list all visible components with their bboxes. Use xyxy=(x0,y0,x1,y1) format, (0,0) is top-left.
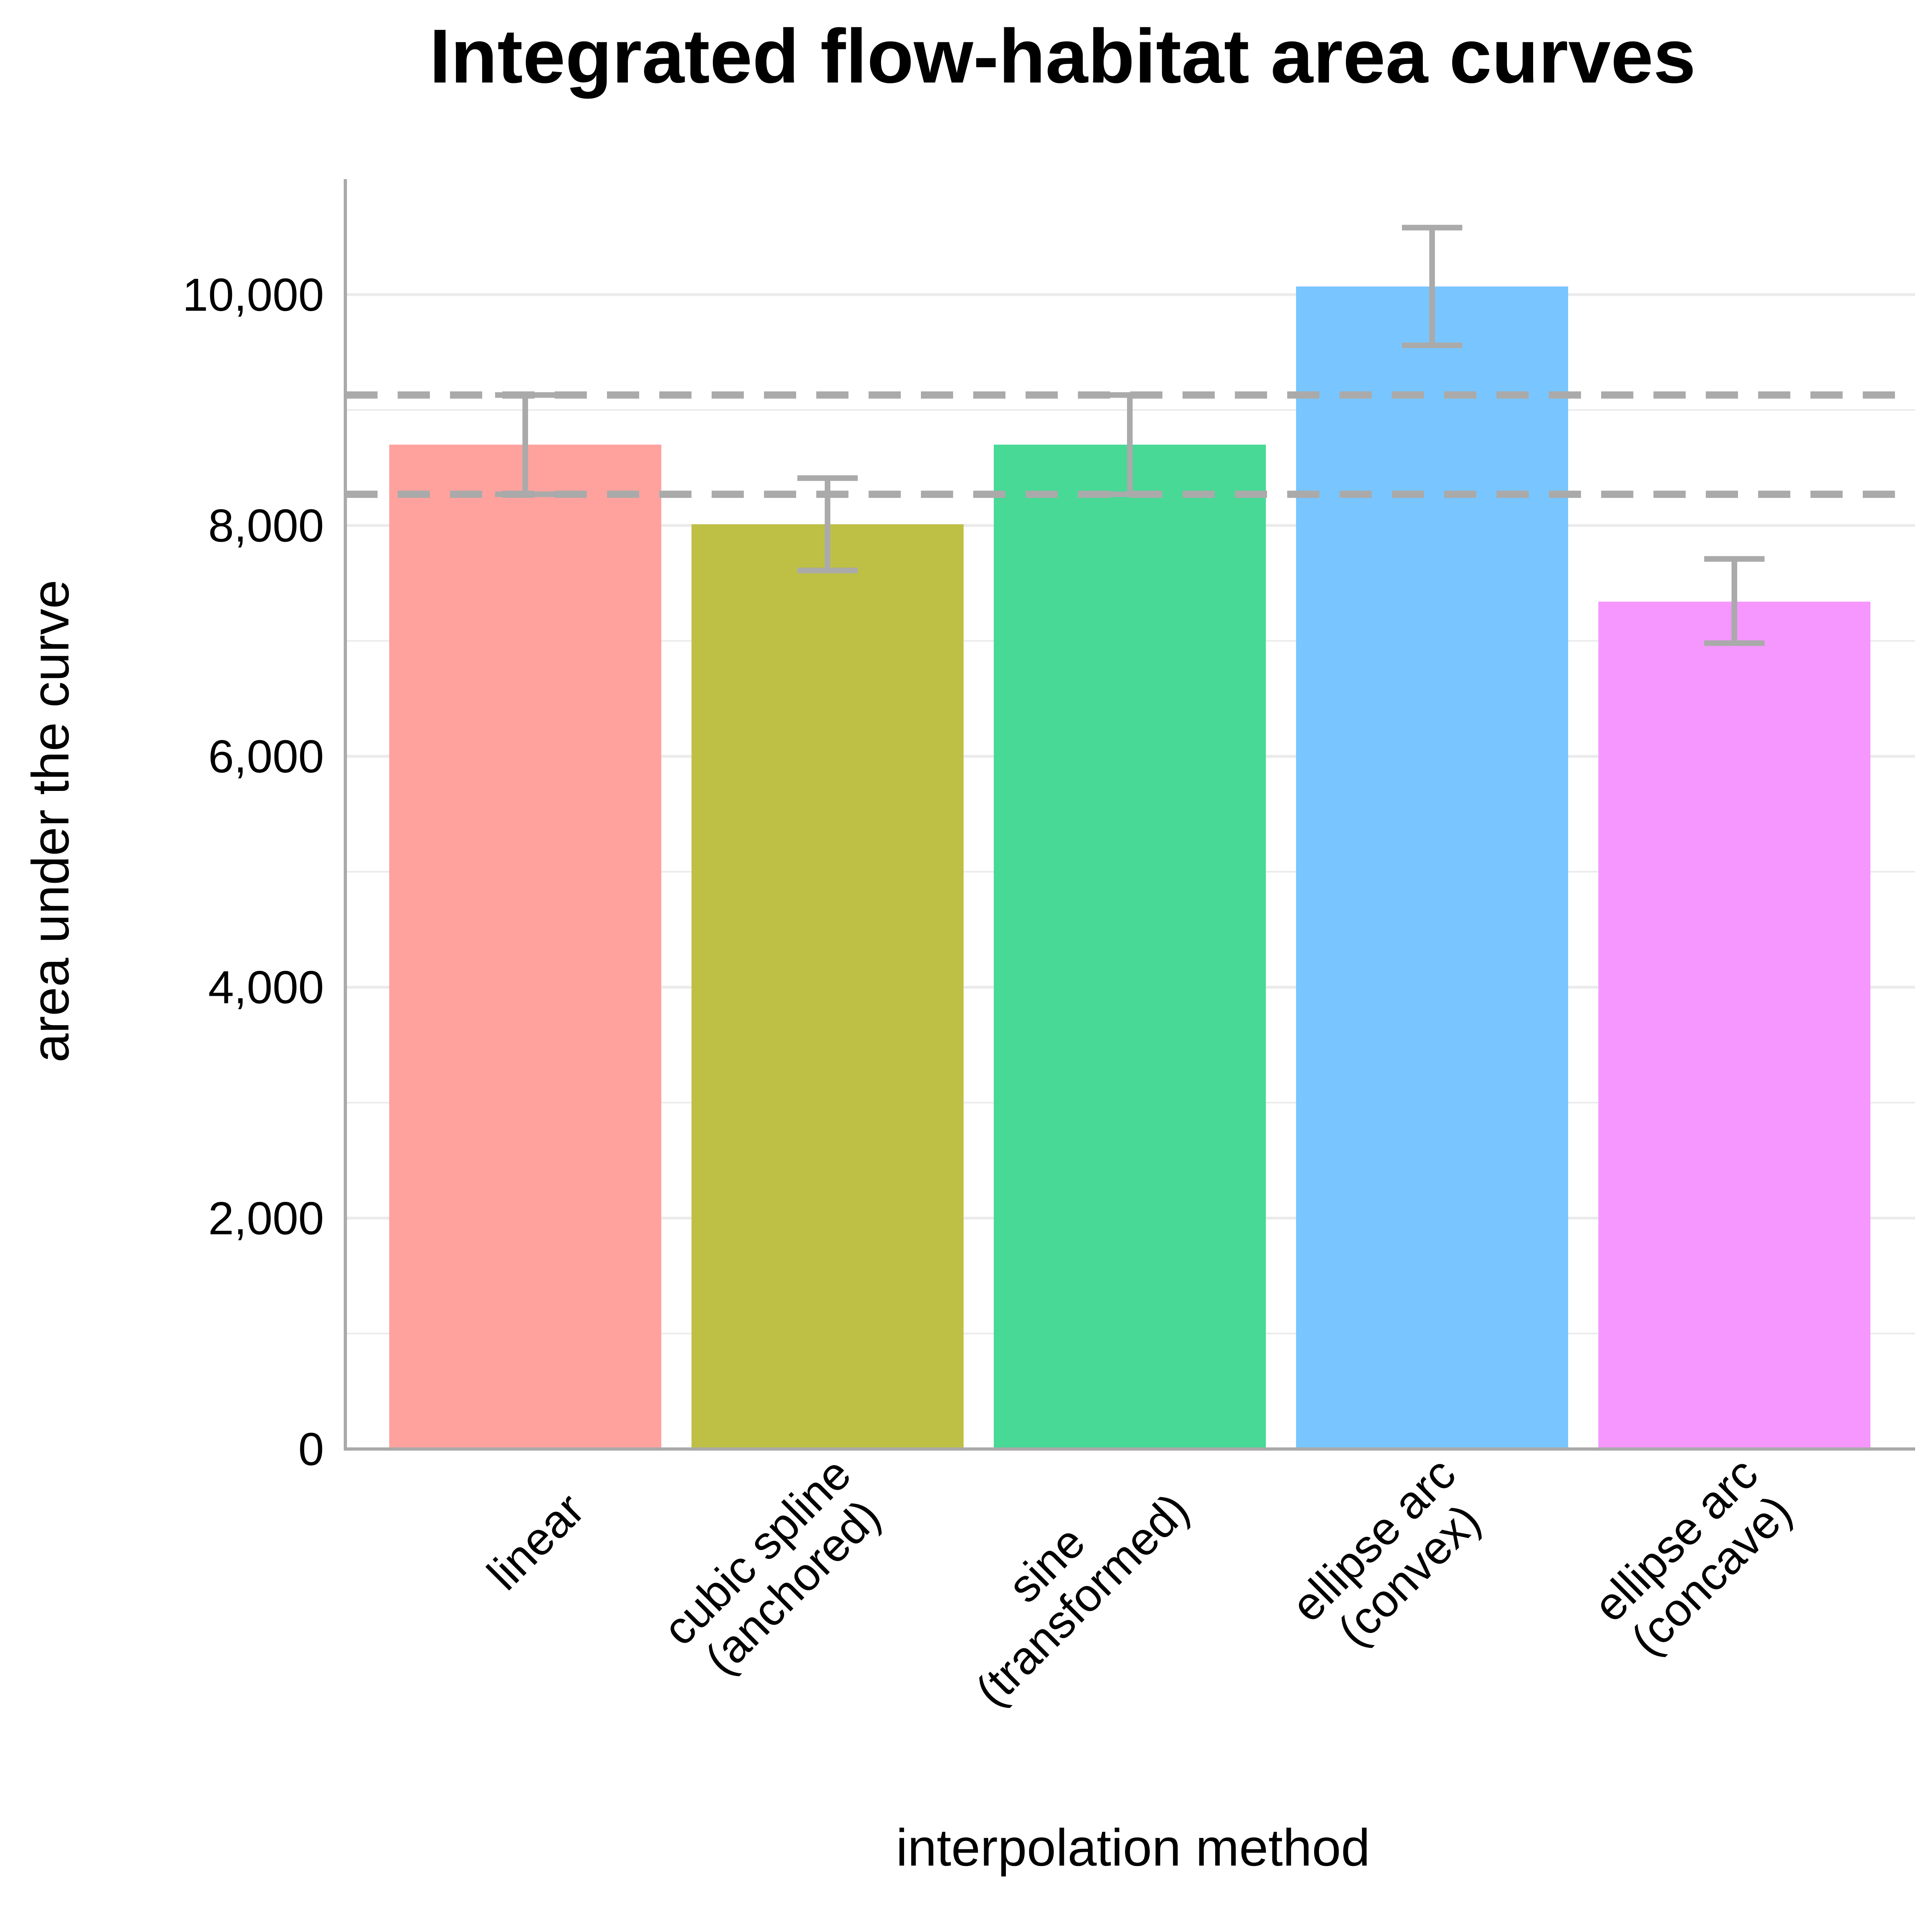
x-tick-label-layer: linear cubic spline(anchored) sine(transfo… xyxy=(478,1448,1802,1716)
y-tick-label: 2,000 xyxy=(208,1193,324,1244)
bar xyxy=(389,444,661,1449)
x-tick-label-line: (transformed) xyxy=(966,1483,1199,1716)
error-bar xyxy=(1704,556,1765,646)
y-tick-label: 0 xyxy=(298,1424,324,1475)
y-tick-label: 10,000 xyxy=(182,269,324,321)
bar xyxy=(994,444,1266,1449)
error-bar xyxy=(797,475,858,574)
x-tick-label: sine(transformed) xyxy=(966,1483,1199,1716)
y-tick-label: 6,000 xyxy=(208,731,324,782)
error-bar xyxy=(1100,392,1160,497)
bar xyxy=(1598,601,1870,1449)
x-axis-title: interpolation method xyxy=(896,1818,1370,1877)
error-bar xyxy=(495,392,555,497)
y-axis-title: area under the curve xyxy=(21,580,80,1063)
x-tick-label: ellipse arc(convex) xyxy=(1282,1448,1490,1656)
bar xyxy=(691,524,964,1449)
y-tick-label-layer: 0 2,000 4,000 6,000 8,000 10,000 xyxy=(182,269,324,1475)
axis-layer xyxy=(344,179,1915,1451)
error-bar-layer xyxy=(495,225,1765,646)
y-tick-label: 8,000 xyxy=(208,500,324,551)
bar-layer xyxy=(389,286,1870,1449)
error-bar xyxy=(1402,225,1462,349)
x-tick-label-line: linear xyxy=(478,1483,594,1600)
bar xyxy=(1296,286,1568,1449)
chart-title: Integrated flow-habitat area curves xyxy=(429,14,1696,99)
x-tick-label: cubic spline(anchored) xyxy=(653,1448,890,1684)
y-tick-label: 4,000 xyxy=(208,962,324,1013)
x-tick-label: ellipse arc(concave) xyxy=(1584,1448,1801,1665)
x-tick-label: linear xyxy=(478,1483,594,1600)
